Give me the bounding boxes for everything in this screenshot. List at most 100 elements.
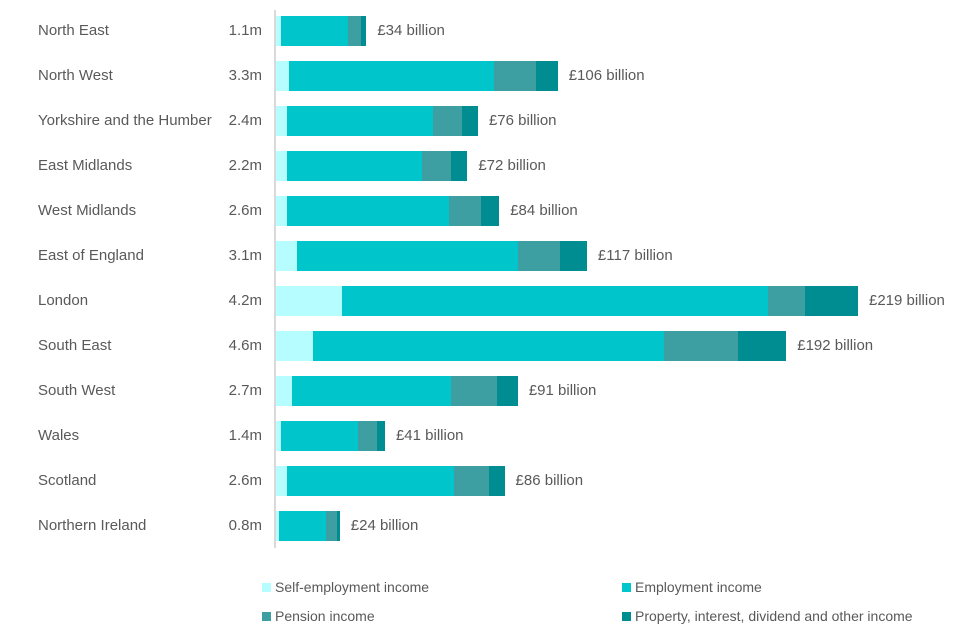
- segment-self-employment-income: [276, 196, 287, 226]
- segment-employment-income: [286, 466, 455, 496]
- segment-property-other-income: [560, 241, 587, 271]
- segment-employment-income: [289, 61, 494, 91]
- segment-pension-income: [422, 151, 452, 181]
- segment-pension-income: [767, 286, 805, 316]
- stacked-bar: [276, 16, 367, 46]
- taxpayer-count: 3.3m: [228, 67, 262, 84]
- segment-property-other-income: [488, 466, 505, 496]
- legend-swatch: [622, 611, 631, 621]
- total-value-label: £86 billion: [515, 472, 584, 489]
- segment-pension-income: [451, 376, 497, 406]
- total-value-label: £41 billion: [395, 427, 464, 444]
- stacked-bar: [276, 241, 587, 271]
- stacked-bar: [276, 106, 478, 136]
- legend-swatch: [262, 582, 271, 592]
- taxpayer-count: 2.7m: [228, 382, 262, 399]
- total-value-label: £34 billion: [377, 22, 445, 39]
- segment-property-other-income: [496, 376, 518, 406]
- region-label: South East: [38, 337, 112, 354]
- segment-self-employment-income: [276, 421, 282, 451]
- segment-pension-income: [663, 331, 739, 361]
- segment-self-employment-income: [276, 61, 290, 91]
- segment-property-other-income: [451, 151, 468, 181]
- taxpayer-count: 2.2m: [228, 157, 262, 174]
- total-value-label: £91 billion: [528, 382, 597, 399]
- stacked-bar: [276, 466, 505, 496]
- legend-swatch: [622, 582, 631, 592]
- region-label: Northern Ireland: [38, 517, 147, 534]
- stacked-bar: [276, 61, 558, 91]
- stacked-bar: [276, 286, 858, 316]
- segment-employment-income: [286, 106, 433, 136]
- segment-employment-income: [313, 331, 664, 361]
- segment-self-employment-income: [276, 466, 287, 496]
- legend-item: Pension income: [262, 608, 375, 624]
- y-axis-line: [274, 10, 276, 548]
- region-label: North West: [38, 67, 113, 84]
- taxpayer-count: 4.2m: [228, 292, 262, 309]
- region-label: East of England: [38, 247, 144, 264]
- segment-employment-income: [291, 376, 452, 406]
- total-value-label: £76 billion: [488, 112, 557, 129]
- segment-self-employment-income: [276, 331, 314, 361]
- total-value-label: £192 billion: [797, 337, 874, 354]
- stacked-bar: [276, 196, 500, 226]
- total-value-label: £117 billion: [597, 247, 673, 264]
- segment-pension-income: [358, 421, 377, 451]
- taxpayer-count: 3.1m: [228, 247, 262, 264]
- total-value-label: £106 billion: [568, 67, 645, 84]
- taxpayer-count: 2.4m: [228, 112, 262, 129]
- segment-employment-income: [278, 511, 327, 541]
- total-value-label: £84 billion: [510, 202, 578, 219]
- taxpayer-count: 2.6m: [228, 472, 262, 489]
- legend-label: Self-employment income: [275, 579, 430, 595]
- stacked-bar: [276, 511, 340, 541]
- total-value-label: £72 billion: [478, 157, 546, 174]
- segment-employment-income: [286, 151, 423, 181]
- segment-property-other-income: [536, 61, 558, 91]
- legend-label: Employment income: [635, 579, 762, 595]
- segment-pension-income: [432, 106, 462, 136]
- region-label: Yorkshire and the Humber: [38, 112, 212, 129]
- total-value-label: £219 billion: [869, 292, 945, 309]
- segment-employment-income: [297, 241, 518, 271]
- legend-swatch: [262, 611, 271, 621]
- segment-property-other-income: [738, 331, 787, 361]
- taxpayer-count: 1.4m: [228, 427, 262, 444]
- segment-pension-income: [347, 16, 362, 46]
- segment-self-employment-income: [276, 286, 343, 316]
- segment-pension-income: [493, 61, 537, 91]
- segment-employment-income: [342, 286, 768, 316]
- segment-pension-income: [326, 511, 338, 541]
- segment-self-employment-income: [276, 16, 282, 46]
- legend-label: Property, interest, dividend and other i…: [635, 608, 913, 624]
- legend-item: Property, interest, dividend and other i…: [622, 608, 913, 624]
- taxpayer-count: 4.6m: [228, 337, 262, 354]
- segment-pension-income: [448, 196, 481, 226]
- taxpayer-count: 1.1m: [228, 22, 262, 39]
- segment-property-other-income: [462, 106, 478, 136]
- region-label: West Midlands: [38, 202, 137, 219]
- segment-property-other-income: [376, 421, 385, 451]
- segment-self-employment-income: [276, 241, 298, 271]
- segment-property-other-income: [337, 511, 340, 541]
- segment-employment-income: [281, 16, 348, 46]
- stacked-bar: [276, 376, 518, 406]
- legend-label: Pension income: [275, 608, 375, 624]
- region-label: South West: [38, 382, 116, 399]
- segment-property-other-income: [361, 16, 367, 46]
- region-label: Scotland: [38, 472, 97, 489]
- region-label: London: [38, 292, 89, 309]
- taxpayer-count: 0.8m: [228, 517, 262, 534]
- segment-employment-income: [281, 421, 359, 451]
- total-value-label: £24 billion: [350, 517, 419, 534]
- segment-employment-income: [286, 196, 449, 226]
- segment-property-other-income: [480, 196, 500, 226]
- legend-item: Employment income: [622, 579, 762, 595]
- legend-item: Self-employment income: [262, 579, 429, 595]
- segment-self-employment-income: [276, 376, 292, 406]
- region-label: Wales: [38, 427, 80, 444]
- segment-self-employment-income: [276, 106, 287, 136]
- segment-self-employment-income: [276, 511, 279, 541]
